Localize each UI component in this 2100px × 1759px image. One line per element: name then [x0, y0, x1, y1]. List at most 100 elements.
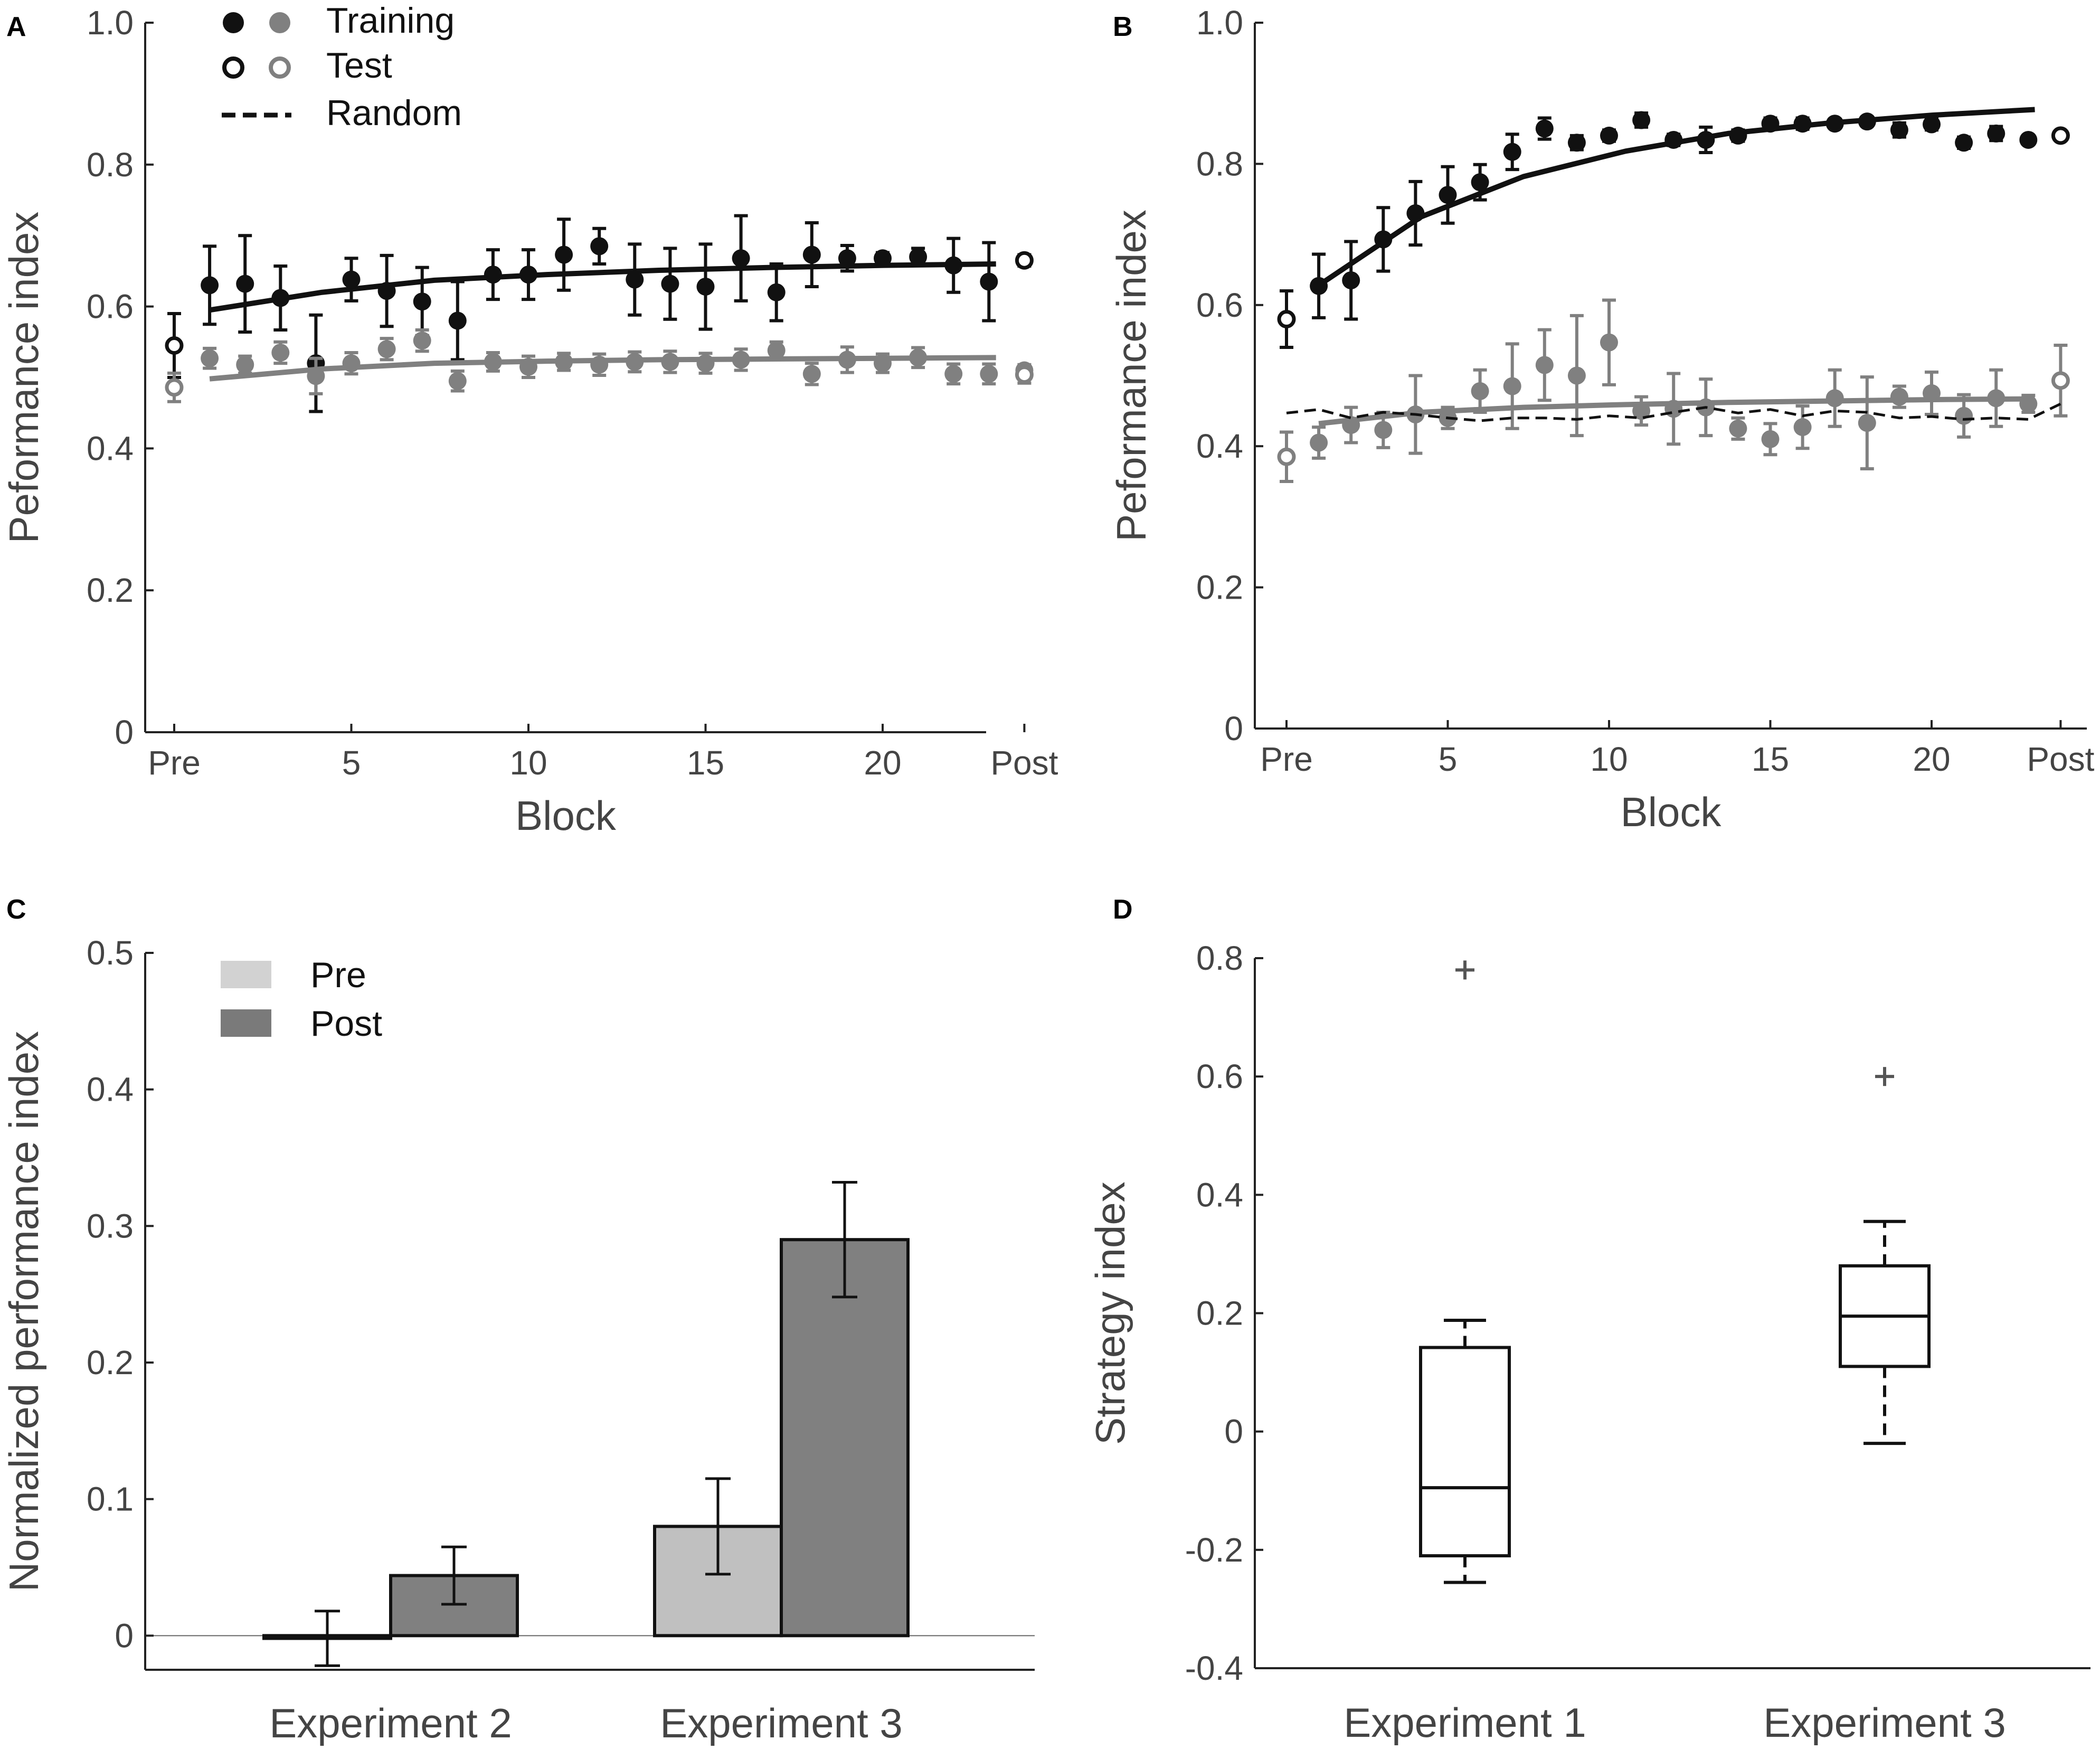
- x-tick-label: 15: [687, 744, 724, 782]
- training-point: [838, 351, 856, 369]
- training-point: [1729, 419, 1747, 438]
- training-point: [2019, 394, 2038, 413]
- training-point: [413, 292, 431, 311]
- test-point: [2051, 371, 2070, 390]
- y-tick-label: 1.0: [1196, 4, 1243, 42]
- y-tick-label: 0.6: [1196, 1057, 1243, 1095]
- y-tick-label: 0.6: [87, 288, 134, 326]
- training-point: [1793, 115, 1812, 133]
- y-tick-label: 0.5: [87, 934, 134, 972]
- training-point: [555, 353, 573, 371]
- y-tick-label: 0.6: [1196, 286, 1243, 324]
- training-point: [732, 249, 750, 268]
- training-point: [626, 353, 644, 371]
- x-tick-label: Post: [990, 744, 1058, 782]
- y-tick-label: 0.4: [1196, 427, 1243, 465]
- training-point: [484, 266, 502, 284]
- training-point: [1535, 119, 1554, 138]
- y-tick-label: 0.4: [87, 429, 134, 467]
- training-point: [696, 354, 715, 373]
- category-label: Experiment 2: [269, 1700, 512, 1746]
- training-point: [1471, 382, 1489, 400]
- y-tick-label: 0: [115, 1616, 134, 1654]
- training-point: [1923, 384, 1941, 402]
- training-point: [590, 355, 609, 374]
- x-tick-label: Post: [2027, 740, 2094, 778]
- y-axis-title: Peformance index: [1, 212, 47, 544]
- y-tick-label: -0.4: [1185, 1649, 1243, 1687]
- training-point: [1471, 173, 1489, 192]
- panel-b-chart: 0 0.2 0.4 0.6 0.8 1.0 Pre 5 10 15 20 Post Block Pefor…: [1108, 4, 2095, 835]
- training-point: [1503, 143, 1521, 161]
- category-label: Experiment 3: [1763, 1699, 2006, 1746]
- training-point: [1761, 115, 1780, 133]
- training-point: [1406, 204, 1425, 222]
- training-point: [342, 354, 361, 373]
- legend-random-label: Random: [326, 93, 462, 133]
- training-point: [555, 245, 573, 264]
- x-axis-title: Block: [1621, 789, 1722, 835]
- panel-a-chart: 0 0.2 0.4 0.6 0.8 1.0 Pre 5 10 15 20 Post Block Pefor…: [1, 4, 1058, 839]
- legend-post-swatch: [221, 1009, 271, 1037]
- training-point: [1825, 115, 1844, 133]
- training-point: [767, 283, 786, 301]
- training-point: [980, 272, 998, 291]
- y-tick-label: 0.4: [1196, 1176, 1243, 1214]
- x-tick-label: 15: [1752, 740, 1789, 778]
- x-tick-label: 20: [1913, 740, 1950, 778]
- training-point: [2019, 130, 2038, 149]
- legend-post-label: Post: [310, 1004, 382, 1044]
- training-point: [802, 245, 821, 264]
- training-point: [838, 249, 856, 268]
- panel-label-b: B: [1113, 12, 1133, 42]
- x-tick-label: 5: [342, 744, 361, 782]
- category-label: Experiment 1: [1344, 1699, 1586, 1746]
- training-point: [1761, 430, 1780, 448]
- training-point: [1342, 416, 1360, 434]
- panel-label-d: D: [1113, 894, 1133, 925]
- training-point: [1955, 134, 1973, 152]
- y-tick-label: 0.8: [1196, 939, 1243, 977]
- training-point: [1567, 134, 1586, 152]
- y-tick-label: 0: [115, 713, 134, 751]
- x-tick-label: Pre: [1260, 740, 1313, 778]
- x-tick-label: 5: [1439, 740, 1458, 778]
- fit-curve: [209, 261, 996, 313]
- training-point: [696, 277, 715, 296]
- training-point: [874, 249, 892, 268]
- x-tick-label: 10: [1590, 740, 1628, 778]
- y-tick-label: 0.2: [1196, 1294, 1243, 1332]
- training-point: [271, 343, 290, 362]
- training-point: [661, 353, 679, 371]
- training-point: [1503, 377, 1521, 395]
- training-point: [1342, 271, 1360, 290]
- training-point: [201, 349, 219, 367]
- y-tick-label: 0.4: [87, 1071, 134, 1109]
- category-label: Experiment 3: [660, 1700, 903, 1746]
- training-point: [1600, 126, 1618, 145]
- test-point: [2051, 126, 2070, 145]
- y-tick-label: 0.1: [87, 1480, 134, 1518]
- box: [1419, 1346, 1511, 1558]
- training-point: [626, 270, 644, 289]
- training-point: [307, 367, 325, 385]
- training-point: [1374, 230, 1393, 249]
- y-tick-label: 0: [1224, 710, 1243, 748]
- training-point: [767, 341, 786, 360]
- y-tick-label: 0.8: [87, 146, 134, 184]
- legend-test-label: Test: [326, 45, 392, 86]
- legend-c: Pre Post: [221, 955, 382, 1044]
- training-point: [484, 353, 502, 371]
- training-point: [1697, 130, 1715, 149]
- training-point: [448, 311, 467, 330]
- training-point: [1567, 366, 1586, 385]
- training-point: [732, 351, 750, 369]
- x-tick-label: 10: [509, 744, 547, 782]
- training-point: [1535, 356, 1554, 374]
- training-point: [874, 354, 892, 373]
- legend-test-black-marker: [222, 56, 244, 79]
- training-point: [271, 289, 290, 307]
- training-point: [377, 340, 396, 358]
- training-point: [1793, 418, 1812, 437]
- y-tick-label: 0.3: [87, 1207, 134, 1245]
